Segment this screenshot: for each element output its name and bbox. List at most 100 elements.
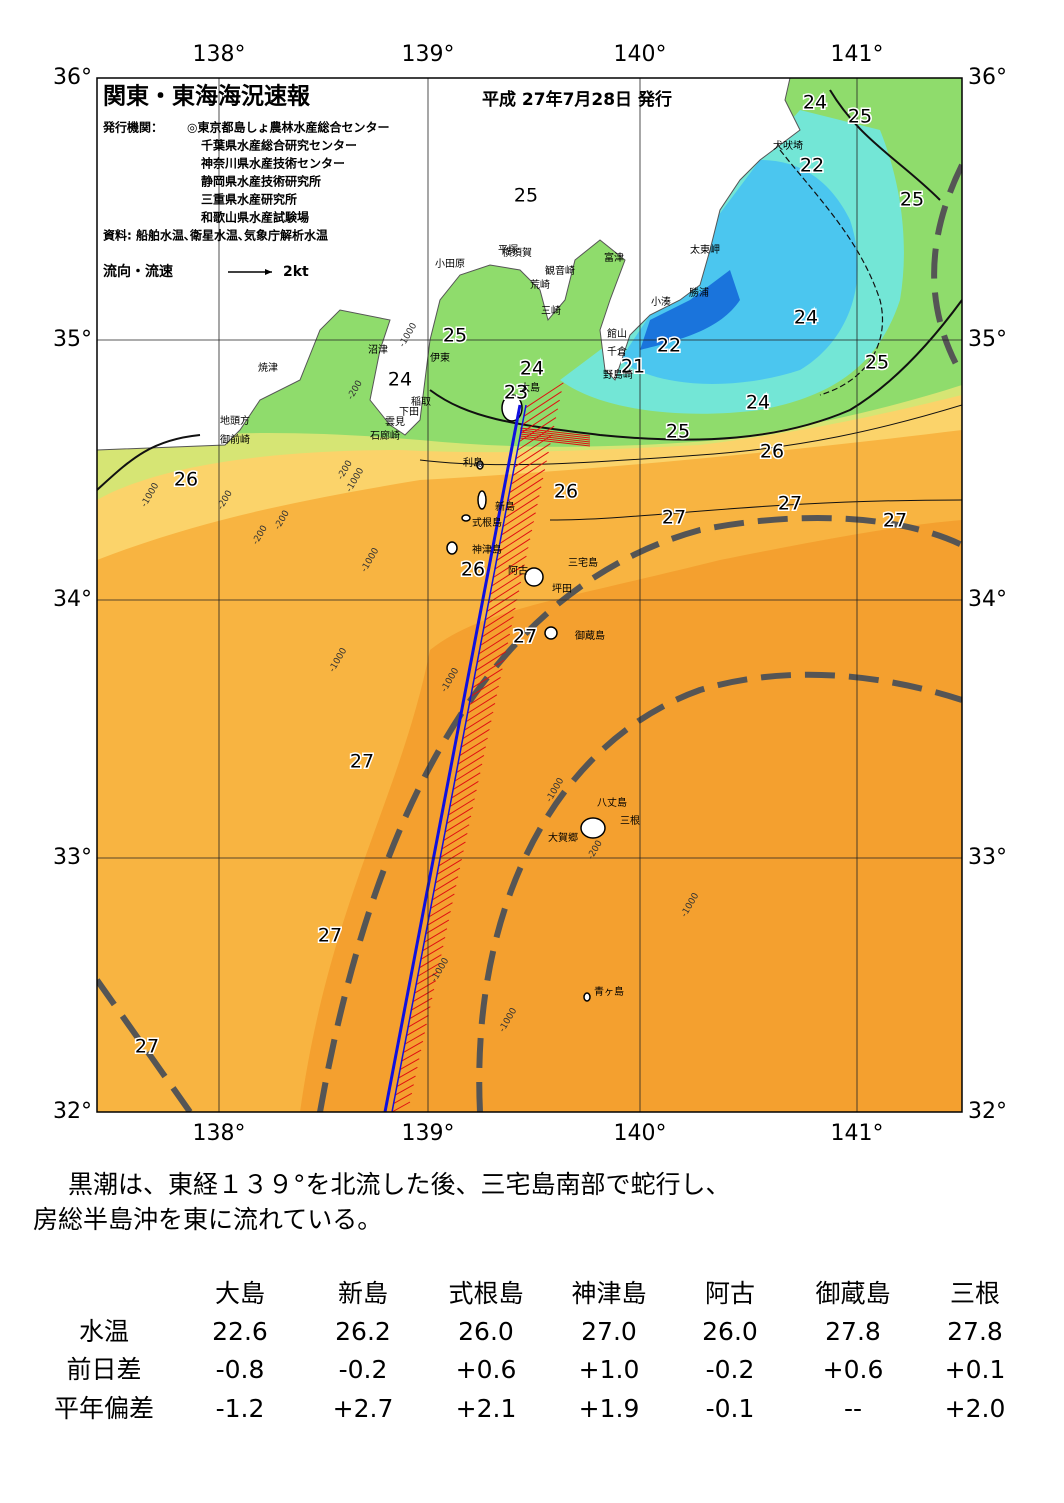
current-vector: [446, 806, 474, 824]
place-name: 下田: [399, 407, 419, 418]
current-vector: [411, 997, 433, 1011]
current-vector: [502, 503, 538, 528]
current-vector: [456, 755, 485, 774]
current-vector: [470, 677, 501, 697]
island: [461, 514, 471, 522]
current-vector: [398, 1066, 418, 1079]
issuer: 神奈川県水産技術センター: [201, 156, 345, 171]
current-vector: [448, 798, 475, 816]
current-vector: [519, 437, 591, 447]
issuer-label: 発行機関：: [102, 120, 163, 135]
axis-line: [97, 978, 193, 1112]
lon-label: 138°: [193, 1121, 246, 1146]
current-vector: [491, 564, 525, 587]
current-vector: [521, 399, 560, 426]
lat-label: 33°: [53, 845, 92, 870]
isotherm-label: 24: [388, 369, 412, 391]
place-name: 荒崎: [530, 278, 550, 291]
current-vector: [481, 616, 514, 638]
cell: -0.2: [339, 1355, 388, 1384]
lat-label: 36°: [968, 65, 1007, 90]
current-vectors: [391, 382, 591, 1112]
current-vector: [412, 988, 435, 1003]
isotherm-label: 25: [443, 325, 467, 347]
isotherm-label: 27: [778, 493, 802, 515]
cell: +0.6: [823, 1355, 884, 1384]
place-name: 富津: [604, 251, 624, 264]
isotherm-label: 24: [520, 358, 544, 380]
cell: -1.2: [216, 1394, 265, 1423]
current-vector: [422, 936, 446, 952]
isotherm: [779, 149, 884, 396]
place-name: 新島: [495, 500, 515, 513]
current-vector: [493, 555, 527, 578]
isotherm-label: 27: [135, 1036, 159, 1058]
lat-label: 35°: [968, 327, 1007, 352]
place-name: 野島崎: [603, 368, 633, 381]
current-vector: [401, 1049, 422, 1062]
row-label: 平年偏差: [54, 1394, 154, 1423]
isotherm-label: 22: [657, 335, 681, 357]
place-name: 平塚: [498, 244, 518, 256]
isotherm: [429, 299, 962, 441]
isotherm: [549, 499, 962, 521]
place-name: 犬吠埼: [773, 139, 803, 152]
current-vector: [496, 538, 531, 561]
summary-line: 房総半島沖を東に流れている。: [33, 1205, 382, 1234]
current-vector: [472, 668, 503, 689]
current-vector: [462, 720, 492, 740]
column-header: 神津島: [571, 1279, 646, 1308]
lat-label: 32°: [53, 1099, 92, 1124]
lon-label: 139°: [402, 42, 455, 67]
place-name: 御前崎: [220, 433, 250, 446]
cell: -0.8: [216, 1355, 265, 1384]
cell: 27.8: [947, 1317, 1003, 1346]
cell: 22.6: [212, 1317, 268, 1346]
place-name: 三宅島: [568, 556, 598, 569]
column-header: 御蔵島: [815, 1279, 890, 1308]
place-name: 観音崎: [545, 264, 575, 277]
isotherm-label: 26: [461, 559, 485, 581]
lon-label: 141°: [831, 42, 884, 67]
ship-track: [383, 404, 522, 1112]
current-vector: [525, 382, 564, 409]
isotherm-label: 24: [803, 92, 827, 114]
column-header: 新島: [338, 1279, 388, 1308]
place-name: 三崎: [541, 304, 561, 317]
current-vector: [510, 460, 548, 485]
place-name: 神津島: [472, 543, 502, 556]
current-vector: [436, 858, 463, 875]
issuer: 千葉県水産総合研究センター: [201, 138, 357, 153]
current-vector: [499, 521, 535, 544]
island: [544, 626, 558, 640]
current-vector: [489, 573, 523, 595]
isotherm-label: 25: [666, 421, 690, 443]
current-vector: [460, 729, 490, 748]
kuroshio-axis: [97, 163, 962, 1112]
axis-line: [317, 515, 962, 1112]
current-vector: [476, 642, 509, 663]
cell: --: [844, 1394, 862, 1423]
current-vector: [475, 651, 507, 672]
place-name: 沼津: [368, 343, 388, 356]
cell: +2.7: [333, 1394, 394, 1423]
current-vector: [519, 433, 591, 443]
legend-scale: 2kt: [283, 264, 309, 280]
place-name: 利島: [463, 456, 483, 469]
current-vector: [519, 429, 591, 439]
current-vector: [393, 1092, 413, 1104]
place-name: 坪田: [552, 582, 572, 595]
issuer: 三重県水産研究所: [201, 192, 297, 207]
lon-label: 138°: [193, 42, 246, 67]
isotherm-label: 27: [350, 751, 374, 773]
cell: +2.0: [945, 1394, 1006, 1423]
current-vector: [433, 876, 459, 892]
current-vector: [480, 625, 512, 646]
current-vector: [406, 1023, 427, 1037]
place-name: 小湊: [651, 295, 671, 308]
place-name: 石廊崎: [370, 429, 400, 442]
isotherm-label: 26: [554, 481, 578, 503]
isotherm-label: 24: [794, 307, 818, 329]
